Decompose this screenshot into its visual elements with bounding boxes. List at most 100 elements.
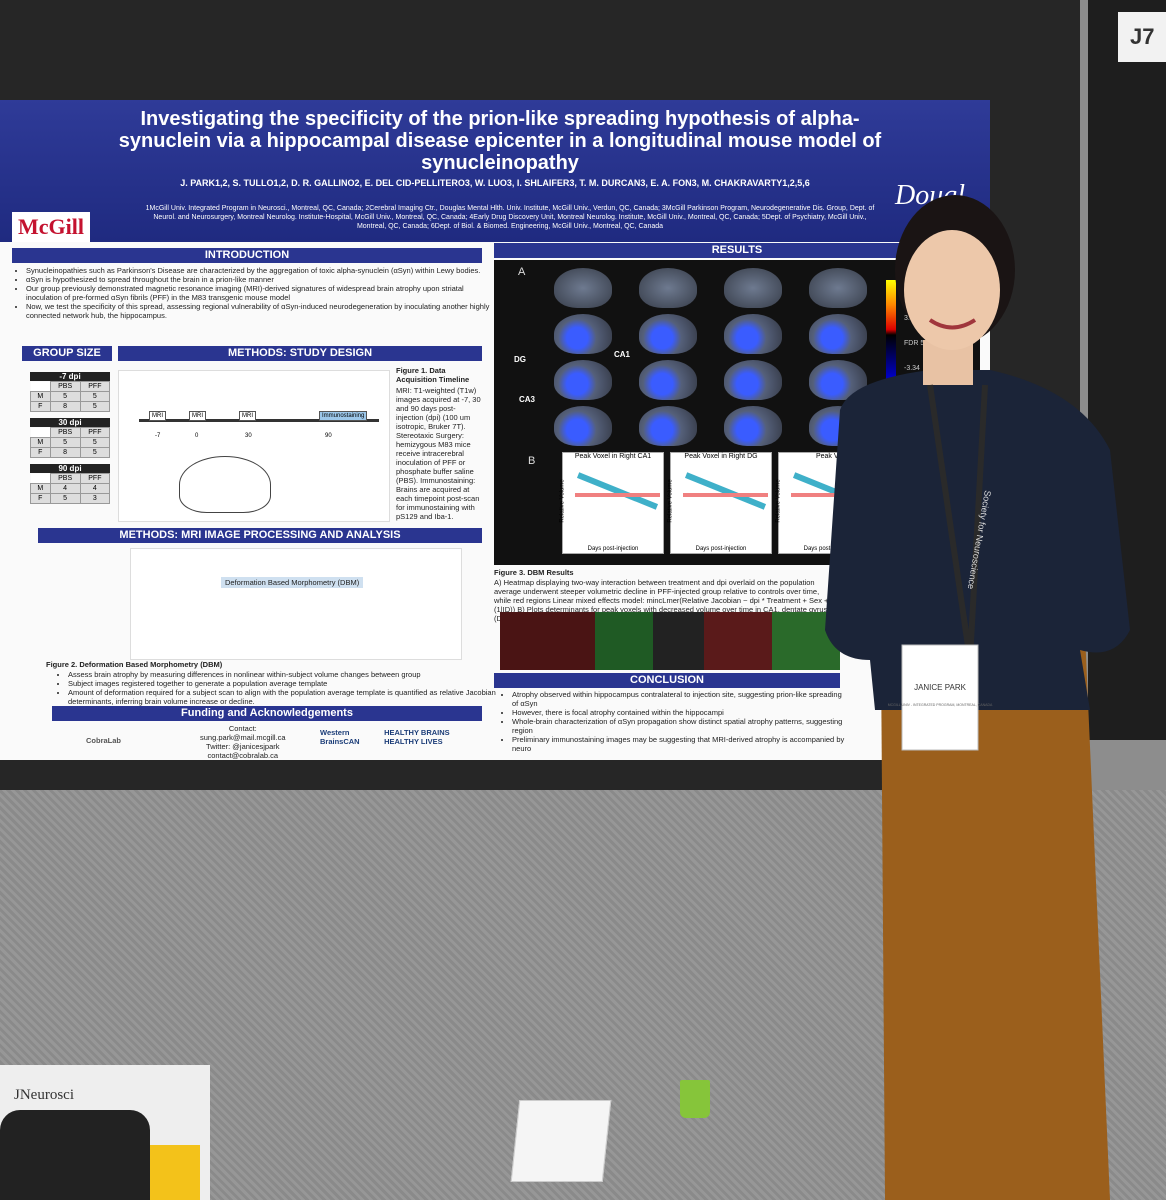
timeline-box: Immunostaining (319, 411, 368, 421)
badge-affiliation: MCGILL UNIV - INTEGRATED PROGRAM, MONTRE… (888, 703, 993, 707)
table-cell: M (30, 483, 51, 494)
notebook (510, 1100, 612, 1182)
timeline-axis (139, 419, 379, 422)
x-axis-label: Days post-injection (803, 546, 855, 552)
brain-slice (179, 456, 271, 513)
table-cell: 8 (49, 401, 81, 412)
contact-line: Contact: (228, 724, 257, 733)
bullet: Preliminary immunostaining images may be… (512, 735, 850, 753)
plot-line (791, 493, 876, 497)
timeline-box: MRI (149, 411, 166, 421)
bullet: Assess brain atrophy by measuring differ… (68, 670, 508, 679)
timeline-box: MRI (239, 411, 256, 421)
brain-image (724, 360, 782, 400)
color-scale (886, 280, 896, 390)
poster: Investigating the specificity of the pri… (0, 100, 990, 760)
section-heading: Funding and Acknowledgements (52, 706, 482, 721)
bullet: Now, we test the specificity of this spr… (26, 302, 491, 320)
sponsor: Western BrainsCAN (320, 728, 360, 746)
table-cell: F (30, 493, 51, 504)
figure-caption: MRI: T1-weighted (T1w) images acquired a… (396, 386, 481, 521)
group-table: PBS PFF M 5 5 F 8 5 (30, 381, 111, 412)
bullet: However, there is focal atrophy containe… (512, 708, 850, 717)
plot-line (576, 472, 659, 510)
x-axis-label: Days post-injection (587, 546, 639, 552)
table-cell: 5 (79, 447, 111, 458)
section-heading: INTRODUCTION (12, 248, 482, 263)
plot-line (683, 493, 768, 497)
figure-caption-title: Figure 1. Data Acquisition Timeline (396, 366, 470, 384)
table-cell: M (30, 391, 51, 402)
brain-image (639, 268, 697, 308)
brain-image (809, 314, 867, 354)
group-table: PBS PFF M 4 4 F 5 3 (30, 473, 111, 504)
brain-image (554, 268, 612, 308)
section-heading: CONCLUSION (494, 673, 840, 688)
conclusion-list: Atrophy observed within hippocampus cont… (500, 690, 850, 753)
badge-name: JANICE PARK (914, 683, 967, 692)
brain-image (554, 314, 612, 354)
timepoint: 90 (325, 433, 332, 439)
plot-line (684, 472, 767, 510)
contact-line: contact@cobralab.ca (207, 751, 279, 760)
table-cell: F (30, 447, 51, 458)
bullet: Atrophy observed within hippocampus cont… (512, 690, 850, 708)
bag-panel (150, 1145, 200, 1200)
plot-title: Peak Voxel in Right DG (684, 453, 758, 460)
mouth (928, 318, 977, 330)
timepoint: 0 (195, 433, 199, 439)
bullet: Synucleinopathies such as Parkinson's Di… (26, 266, 491, 275)
brain-image (724, 406, 782, 446)
group-label: 30 dpi (30, 418, 110, 427)
lanyard (927, 384, 988, 661)
region-label: CA1 (614, 350, 631, 359)
intro-list: Synucleinopathies such as Parkinson's Di… (14, 266, 491, 320)
plot-line (575, 493, 660, 497)
scale-label: -3.34 (904, 365, 920, 372)
bullet: Our group previously demonstrated magnet… (26, 284, 491, 302)
plot-title: Peak Ve (815, 453, 843, 460)
region-label: DG (514, 355, 526, 364)
bullet: Subject images registered together to ge… (68, 679, 508, 688)
group-label: 90 dpi (30, 464, 110, 473)
table-row: PBS PFF (30, 473, 111, 484)
table-cell: 3 (79, 493, 111, 504)
table-header: PBS (49, 381, 81, 392)
figure-caption-title: Figure 2. Deformation Based Morphometry … (46, 660, 223, 669)
brain-image (809, 268, 867, 308)
poster-authors: J. PARK1,2, S. TULLO1,2, D. R. GALLINO2,… (180, 178, 810, 188)
timeline-figure: MRI MRI MRI Immunostaining -7 0 30 90 (118, 370, 390, 522)
timepoint: -7 (155, 433, 161, 439)
table-cell (30, 381, 50, 392)
group-table: PBS PFF M 5 5 F 8 5 (30, 427, 111, 458)
lab-logo: CobraLab (86, 736, 122, 745)
table-header: PFF (79, 427, 111, 438)
table-cell: F (30, 401, 51, 412)
bullet: Amount of deformation required for a sub… (68, 688, 508, 706)
scale-label: FDR 5% (904, 340, 931, 347)
contact-line: Twitter: @janicesjpark (206, 742, 280, 751)
table-cell: 5 (49, 493, 81, 504)
cup (680, 1080, 710, 1118)
group-label: -7 dpi (30, 372, 110, 381)
poster-title: Investigating the specificity of the pri… (118, 108, 882, 174)
bullet: αSyn is hypothesized to spread throughou… (26, 275, 491, 284)
sponsors: Western BrainsCAN HEALTHY BRAINS HEALTHY … (320, 728, 480, 746)
table-cell: 5 (49, 391, 81, 402)
table-cell: 5 (79, 437, 111, 448)
table-cell: 5 (79, 391, 111, 402)
section-heading: METHODS: MRI IMAGE PROCESSING AND ANALYS… (38, 528, 482, 543)
plot: Peak Voxel in Right DG Relative Volume Day… (668, 452, 772, 554)
section-heading: METHODS: STUDY DESIGN (118, 346, 482, 361)
bag-text: JNeurosci (14, 1087, 74, 1103)
dbm-label: Deformation Based Morphometry (DBM) (221, 577, 364, 588)
brain-image (554, 360, 612, 400)
brain-image (639, 360, 697, 400)
table-cell: 4 (49, 483, 81, 494)
table-header: PFF (79, 381, 111, 392)
section-heading: GROUP SIZE (22, 346, 112, 361)
x-axis-label: Days post-injection (695, 546, 747, 552)
